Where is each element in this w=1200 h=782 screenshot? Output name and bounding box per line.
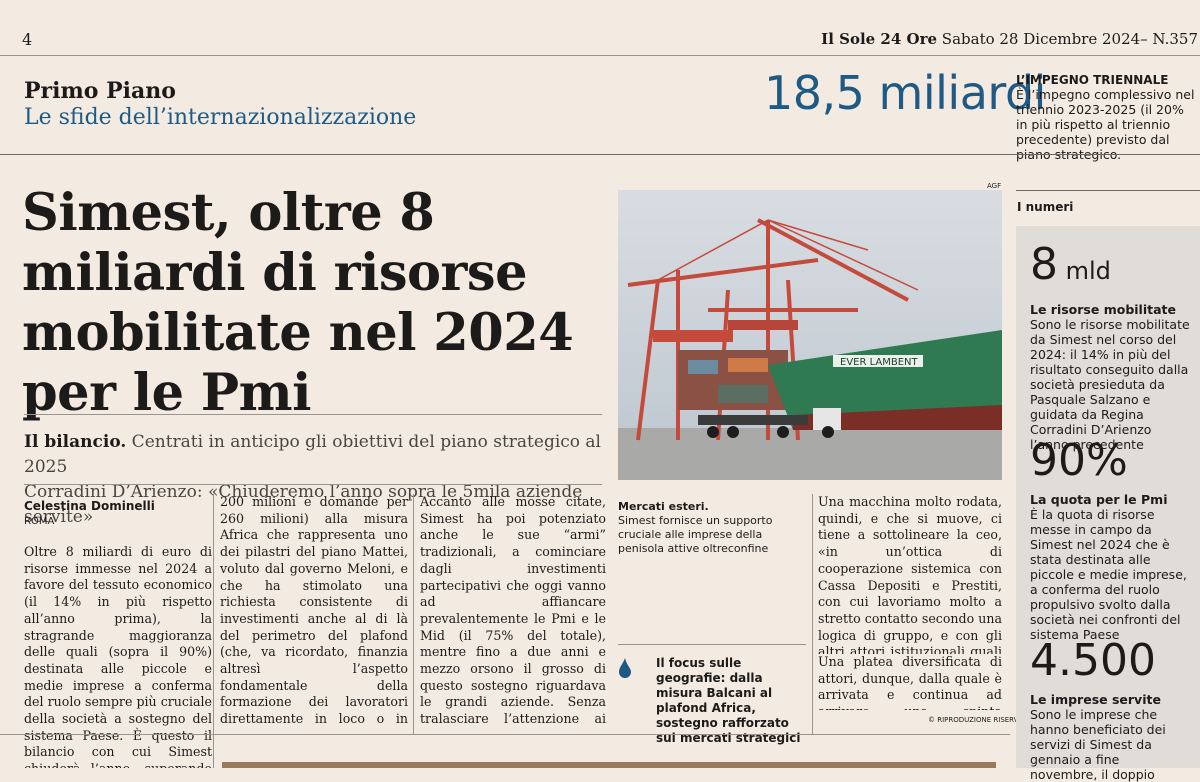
copyright: © RIPRODUZIONE RISERVATA — [928, 716, 1031, 724]
dateline-city: ROMA — [24, 516, 55, 527]
pull-quote: Il focus sulle geografie: dalla misura B… — [656, 656, 801, 745]
issue-date: Sabato 28 Dicembre 2024– N.357 — [937, 30, 1198, 48]
photo-caption: Simest fornisce un supporto cruciale all… — [618, 514, 773, 555]
article-column-3: Accanto alle mosse citate, Simest ha poi… — [420, 494, 606, 728]
stat-text: Sono le imprese che hanno beneficiato de… — [1030, 707, 1166, 782]
bottom-rule — [0, 734, 1010, 735]
section-subtitle: Le sfide dell’internazionalizzazione — [24, 105, 417, 130]
stat-heading: La quota per le Pmi — [1030, 492, 1168, 507]
stat-unit: mld — [1058, 257, 1111, 285]
article-column-2: 200 milioni e domande per 260 milioni) a… — [220, 494, 408, 728]
subhead-lead: Il bilancio. — [24, 432, 127, 452]
column-divider — [213, 494, 214, 768]
stat-value: 90% — [1030, 435, 1128, 486]
subhead: Il bilancio. Centrati in anticipo gli ob… — [24, 430, 604, 530]
subhead-rule — [24, 484, 602, 485]
column-divider — [413, 494, 414, 734]
stat-text: È la quota di risorse messe in campo da … — [1030, 507, 1187, 642]
next-photo-edge — [222, 762, 996, 768]
stat-heading: Le imprese servite — [1030, 692, 1161, 707]
stat-item: 8 mld Le risorse mobilitate Sono le riso… — [1030, 239, 1190, 453]
headline: Simest, oltre 8 miliardi di risorse mobi… — [22, 183, 574, 423]
subhead-line-1: Centrati in anticipo gli obiettivi del p… — [24, 432, 601, 477]
ship-illustration: EVER LAMBENT — [618, 190, 1002, 480]
top-rule — [0, 55, 1200, 56]
stat-text: Sono le risorse mobilitate da Simest nel… — [1030, 317, 1190, 452]
brand-name: Il Sole 24 Ore — [821, 30, 938, 48]
subhead-line-2: Corradini D’Arienzo: «Chiuderemo l’anno … — [24, 482, 583, 527]
section-title: Primo Piano — [24, 78, 176, 104]
column-divider — [812, 494, 813, 734]
sidebar-rule — [1016, 190, 1200, 191]
photo-caption-heading: Mercati esteri. — [618, 500, 709, 513]
byline: Celestina Dominelli — [24, 499, 155, 513]
big-figure-heading: L’IMPEGNO TRIENNALE — [1016, 73, 1169, 87]
stat-value: 4.500 — [1030, 635, 1156, 686]
section-rule — [0, 154, 1200, 155]
big-figure-value: 18,5 miliardi — [764, 66, 1046, 120]
stat-value: 8 mld — [1030, 239, 1111, 290]
stat-item: 4.500 Le imprese servite Sono le imprese… — [1030, 636, 1190, 782]
quote-mark-icon — [619, 658, 631, 678]
cargo-ship-photo: EVER LAMBENT — [618, 190, 1002, 480]
photo-credit: AGF — [987, 182, 1002, 190]
numbers-panel — [1016, 226, 1200, 768]
quote-rule — [618, 644, 806, 645]
headline-rule — [24, 414, 602, 415]
page-number: 4 — [22, 30, 33, 49]
article-column-4-end: Una platea diversificata di attori, dunq… — [818, 654, 1002, 710]
stat-heading: Le risorse mobilitate — [1030, 302, 1176, 317]
masthead: Il Sole 24 Ore Sabato 28 Dicembre 2024– … — [821, 30, 1198, 48]
ship-name: EVER LAMBENT — [840, 357, 919, 368]
article-column-1: Oltre 8 miliardi di euro di risorse imme… — [24, 544, 212, 768]
big-figure-text: È l’impegno complessivo nel triennio 202… — [1016, 87, 1195, 162]
article-column-4: Una macchina molto rodata, quindi, e che… — [818, 494, 1002, 654]
stat-item: 90% La quota per le Pmi È la quota di ri… — [1030, 435, 1190, 643]
sidebar-title: I numeri — [1017, 200, 1074, 214]
